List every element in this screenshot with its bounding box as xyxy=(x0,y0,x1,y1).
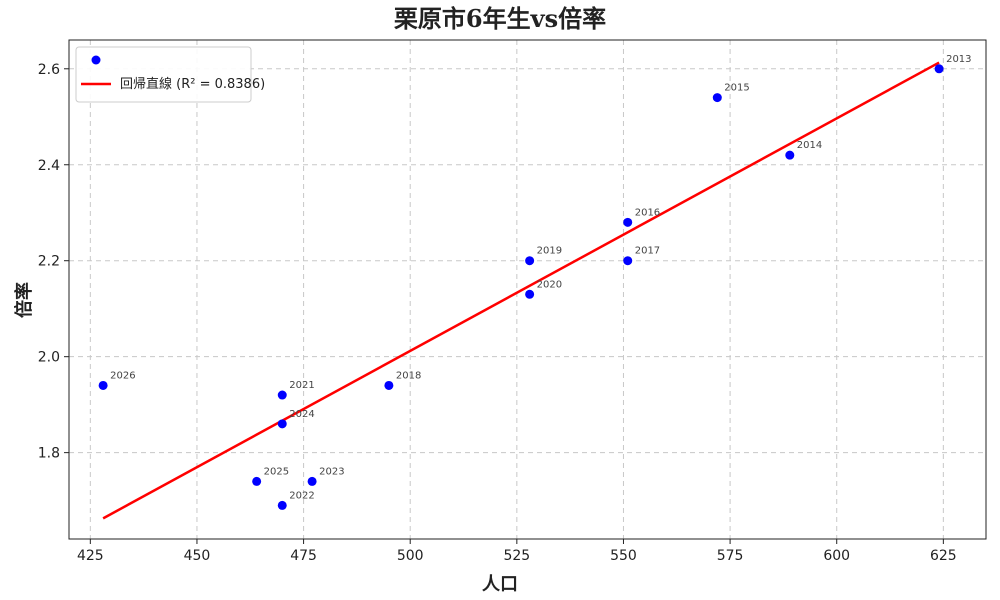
y-tick-label: 2.4 xyxy=(38,158,60,174)
grid-lines xyxy=(69,40,986,539)
data-point xyxy=(525,289,535,299)
y-axis-ticks: 1.8 2.0 2.2 2.4 2.6 xyxy=(38,62,69,462)
data-point xyxy=(252,476,262,486)
x-tick-label: 475 xyxy=(290,548,317,564)
data-point xyxy=(307,476,317,486)
point-label: 2013 xyxy=(946,54,971,65)
legend-box xyxy=(75,46,252,103)
point-label: 2018 xyxy=(396,370,421,381)
data-point xyxy=(623,217,633,227)
data-point xyxy=(277,419,287,429)
regression-line-layer xyxy=(102,61,940,520)
point-label: 2025 xyxy=(264,466,289,477)
point-label: 2022 xyxy=(289,490,314,501)
point-labels-layer: 2013 2014 2015 2016 2017 2018 2019 2020 2021 2022… xyxy=(110,54,971,502)
x-tick-label: 450 xyxy=(184,548,211,564)
chart-title: 栗原市6年生vs倍率 xyxy=(394,4,606,33)
y-tick-label: 2.6 xyxy=(38,62,60,78)
regression-line xyxy=(102,61,940,520)
data-points-layer xyxy=(98,64,944,510)
y-tick-label: 2.2 xyxy=(38,254,60,270)
point-label: 2024 xyxy=(289,409,314,420)
legend-entry-fit: 回帰直線 (R² = 0.8386) xyxy=(120,76,265,92)
point-label: 2016 xyxy=(635,207,660,218)
data-point xyxy=(277,500,287,510)
data-point xyxy=(712,93,722,103)
y-axis-label: 倍率 xyxy=(13,282,35,318)
y-tick-label: 2.0 xyxy=(38,350,60,366)
point-label: 2026 xyxy=(110,370,135,381)
x-tick-label: 525 xyxy=(503,548,530,564)
point-label: 2023 xyxy=(319,466,344,477)
point-label: 2020 xyxy=(537,279,562,290)
point-label: 2015 xyxy=(724,83,749,94)
point-label: 2021 xyxy=(289,380,314,391)
legend: 回帰直線 (R² = 0.8386) xyxy=(75,46,265,103)
data-point xyxy=(785,150,795,160)
point-label: 2019 xyxy=(537,246,562,257)
y-tick-label: 1.8 xyxy=(38,446,60,462)
data-point xyxy=(525,256,535,266)
x-axis-label: 人口 xyxy=(482,574,518,595)
point-label: 2014 xyxy=(797,140,822,151)
data-point xyxy=(623,256,633,266)
legend-marker-scatter xyxy=(91,55,101,65)
x-tick-label: 625 xyxy=(930,548,957,564)
x-tick-label: 425 xyxy=(77,548,104,564)
data-point xyxy=(98,380,108,390)
x-tick-label: 600 xyxy=(823,548,850,564)
data-point xyxy=(384,380,394,390)
data-point xyxy=(934,64,944,74)
x-axis-ticks: 425 450 475 500 525 550 575 600 625 xyxy=(77,539,957,564)
data-point xyxy=(277,390,287,400)
x-tick-label: 500 xyxy=(397,548,424,564)
point-label: 2017 xyxy=(635,246,660,257)
x-tick-label: 550 xyxy=(610,548,637,564)
plot-frame xyxy=(68,39,987,540)
x-tick-label: 575 xyxy=(717,548,744,564)
